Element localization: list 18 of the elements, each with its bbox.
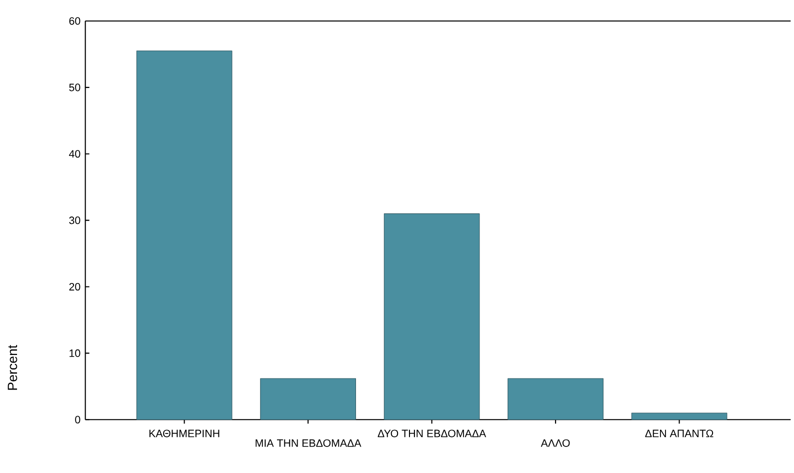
y-tick-label: 40 xyxy=(69,150,80,158)
y-tick-label: 10 xyxy=(70,349,80,357)
x-tick-label: ΚΑΘΗΜΕΡΙΝΗ xyxy=(149,430,220,438)
bar xyxy=(508,378,604,420)
x-tick-label: ΑΛΛΟ xyxy=(540,439,570,447)
x-tick-label: ΔΥΟ ΤΗΝ ΕΒΔΟΜΑΔΑ xyxy=(378,430,486,438)
x-tick-label: ΜΙΑ ΤΗΝ ΕΒΔΟΜΑΔΑ xyxy=(256,439,362,447)
bar xyxy=(384,213,480,420)
y-tick-label: 30 xyxy=(69,216,80,224)
y-axis-title: Percent xyxy=(8,344,18,390)
bar xyxy=(260,378,356,420)
x-tick-label: ΔΕΝ ΑΠΑΝΤΩ xyxy=(645,430,714,438)
bar xyxy=(631,412,728,420)
bar xyxy=(136,50,232,420)
y-tick-label: 50 xyxy=(69,84,80,92)
y-tick-label: 0 xyxy=(75,416,80,424)
y-tick-label: 20 xyxy=(69,282,80,291)
y-tick-label: 60 xyxy=(69,17,80,25)
